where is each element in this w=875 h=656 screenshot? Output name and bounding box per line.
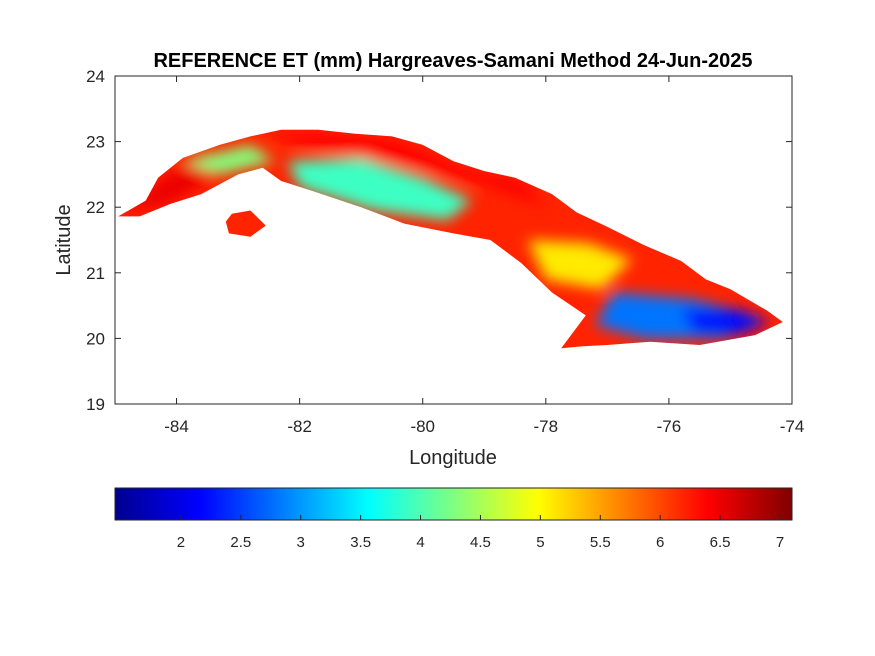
value-region-west-interior [182, 144, 275, 175]
colorbar-tick-label: 4 [416, 534, 424, 551]
y-tick-label: 21 [86, 264, 105, 283]
x-axis-label: Longitude [409, 447, 497, 469]
y-tick-label: 23 [86, 133, 105, 152]
map-layer [118, 129, 783, 349]
y-axis-label: Latitude [53, 204, 75, 275]
value-region-central-interior [287, 158, 472, 221]
colorbar: 2 2.5 3 3.5 4 4.5 5 5.5 6 6.5 7 [114, 487, 793, 551]
y-axis: 19 20 21 22 23 24 [86, 67, 792, 414]
x-tick-label: -82 [287, 417, 312, 436]
x-tick-label: -76 [657, 417, 682, 436]
colorbar-gradient [114, 487, 793, 521]
x-tick-label: -74 [780, 417, 805, 436]
colorbar-tick-label: 7 [776, 534, 784, 551]
x-tick-label: -84 [164, 417, 189, 436]
colorbar-tick-label: 6 [656, 534, 664, 551]
colorbar-tick-label: 3 [297, 534, 305, 551]
y-tick-label: 24 [86, 67, 105, 86]
colorbar-tick-label: 2.5 [230, 534, 251, 551]
value-region-camaguey-interior [527, 240, 632, 290]
y-tick-label: 19 [86, 395, 105, 414]
plot-background [115, 76, 792, 404]
plot-frame [114, 75, 793, 405]
chart-title: REFERENCE ET (mm) Hargreaves-Samani Meth… [153, 50, 752, 72]
y-tick-label: 22 [86, 198, 105, 217]
colorbar-tick-label: 3.5 [350, 534, 371, 551]
value-field [121, 133, 771, 339]
x-tick-label: -80 [410, 417, 435, 436]
y-tick-label: 20 [86, 329, 105, 348]
colorbar-tick-label: 5 [536, 534, 544, 551]
colorbar-tick-label: 6.5 [710, 534, 731, 551]
colorbar-tick-label: 5.5 [590, 534, 611, 551]
colorbar-tick-label: 2 [177, 534, 185, 551]
x-axis: -84 -82 -80 -78 -76 -74 [164, 76, 804, 436]
value-region-east-highlands [681, 308, 771, 336]
x-tick-label: -78 [534, 417, 559, 436]
value-layer [121, 133, 771, 339]
value-region-north-central-coast [262, 133, 546, 208]
plot-area: -84 -82 -80 -78 -76 -74 19 20 21 22 23 24 [86, 67, 804, 436]
land-region-isla-de-la-juventud [225, 210, 266, 237]
colorbar-ticks: 2 2.5 3 3.5 4 4.5 5 5.5 6 6.5 7 [177, 515, 784, 551]
colorbar-tick-label: 4.5 [470, 534, 491, 551]
